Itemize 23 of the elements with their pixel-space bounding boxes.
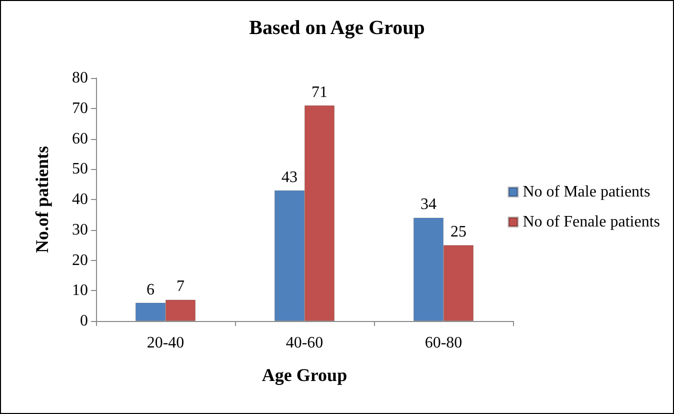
y-tick-label: 0 <box>80 312 88 330</box>
data-label: 25 <box>450 224 466 241</box>
x-axis-title: Age Group <box>262 365 348 385</box>
x-tick-label: 40-60 <box>286 334 324 352</box>
y-tick-label: 80 <box>72 70 88 86</box>
y-tick-label: 60 <box>72 130 88 148</box>
data-label: 34 <box>420 196 436 214</box>
legend-label: No of Male patients <box>522 184 650 200</box>
y-tick-label: 70 <box>72 100 88 117</box>
legend-label: No of Fenale patients <box>522 214 660 230</box>
x-tick-label: 60-80 <box>424 334 462 352</box>
y-tick-label: 50 <box>72 160 88 178</box>
x-tick-label: 20-40 <box>146 334 184 352</box>
y-axis-title: No.of patients <box>32 146 52 253</box>
data-label: 43 <box>282 168 298 186</box>
y-tick-label: 10 <box>72 282 88 300</box>
data-label: 7 <box>176 278 184 296</box>
data-label: 71 <box>312 84 328 101</box>
y-tick-label: 30 <box>72 221 88 238</box>
data-label: 6 <box>146 281 154 298</box>
y-tick-label: 20 <box>72 252 88 269</box>
chart-title: Based on Age Group <box>249 17 425 39</box>
y-tick-label: 40 <box>72 191 88 208</box>
